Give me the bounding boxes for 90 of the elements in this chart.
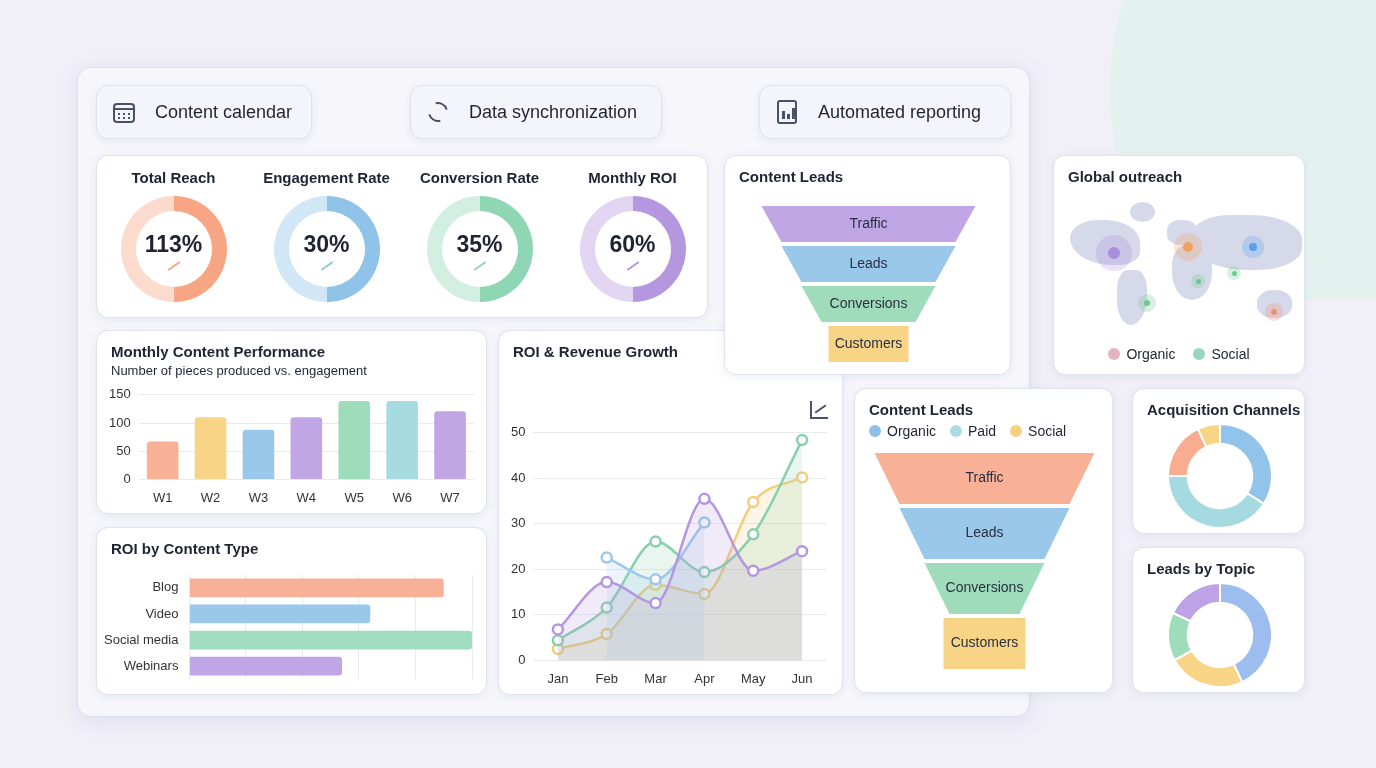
point [600, 575, 613, 589]
point [746, 528, 760, 541]
chart-title: Leads by Topic [1147, 560, 1256, 577]
category-label: Leads [965, 524, 1004, 541]
legend-label: Organic [1126, 346, 1176, 362]
text: 60% [609, 231, 656, 257]
chart-title: Monthly Content Performance [111, 343, 326, 360]
legend-label: Social [1028, 423, 1067, 439]
bar [386, 401, 418, 479]
point [600, 627, 613, 641]
point [795, 471, 809, 484]
chart-title: ROI by Content Type [111, 540, 259, 557]
bar [242, 429, 275, 479]
bar [194, 417, 227, 479]
category-label: Engagement Rate [262, 169, 391, 186]
point [551, 623, 565, 636]
y-tick-label: Blog [152, 579, 179, 595]
y-tick-label: 0 [123, 470, 131, 486]
point [698, 587, 711, 601]
bar [290, 417, 323, 479]
x-tick-label: Jun [791, 670, 813, 686]
bar [434, 411, 466, 479]
y-tick-label: 20 [510, 560, 526, 576]
point [698, 492, 711, 506]
text: Content calendar [155, 101, 293, 123]
y-tick-label: 0 [518, 651, 526, 667]
x-tick-label: W4 [296, 489, 317, 505]
category-label: Monthly ROI [587, 169, 678, 186]
x-tick-label: W2 [200, 489, 221, 505]
x-tick-label: Mar [644, 670, 668, 686]
text: Content Leads [739, 168, 844, 185]
text: Data synchronization [469, 101, 638, 123]
point [698, 516, 711, 529]
category-label: Conversions [945, 579, 1024, 596]
point [746, 564, 760, 577]
y-tick-label: Social media [103, 631, 180, 647]
x-tick-label: Feb [595, 670, 618, 686]
category-label: Customers [834, 334, 903, 351]
text: Content Leads [869, 401, 974, 418]
text: 30% [303, 231, 350, 257]
text: 35% [456, 231, 503, 257]
text: Automated reporting [818, 101, 982, 123]
point [746, 495, 760, 509]
x-tick-label: Jan [547, 670, 569, 686]
category-label: Traffic [849, 214, 888, 231]
y-tick-label: 30 [510, 515, 526, 531]
point [600, 551, 613, 564]
bar [189, 604, 371, 624]
y-tick-label: Webinars [123, 657, 179, 673]
category-label: Total Reach [130, 169, 217, 186]
x-tick-label: W5 [344, 489, 364, 505]
legend-label: Paid [968, 423, 997, 439]
legend-label: Social [1211, 346, 1250, 362]
point [649, 535, 662, 548]
category-label: Traffic [965, 469, 1004, 486]
chart-title: Acquisition Channels [1147, 401, 1301, 418]
point [600, 601, 613, 614]
point [551, 634, 565, 647]
bar [189, 630, 472, 650]
point [649, 596, 662, 610]
point [795, 433, 809, 447]
y-tick-label: 50 [116, 442, 131, 458]
x-tick-label: W7 [440, 489, 460, 505]
category-label: Leads [849, 254, 888, 271]
x-tick-label: Apr [694, 670, 716, 686]
x-tick-label: W1 [152, 489, 173, 505]
category-label: Conversions [829, 294, 908, 311]
x-tick-label: May [740, 670, 767, 686]
y-tick-label: 10 [510, 606, 526, 622]
bar [338, 401, 371, 479]
y-tick-label: 40 [510, 469, 526, 485]
legend-label: Organic [887, 423, 937, 439]
y-tick-label: Video [145, 605, 179, 621]
category-label: Conversion Rate [418, 169, 541, 186]
y-tick-label: 50 [510, 424, 526, 440]
chart-title: ROI & Revenue Growth [513, 343, 679, 360]
x-tick-label: W3 [248, 489, 269, 505]
text: Global outreach [1068, 168, 1183, 185]
bar [189, 578, 444, 598]
point [698, 565, 711, 579]
point [649, 573, 662, 586]
point [795, 544, 809, 558]
y-tick-label: 150 [108, 386, 131, 402]
y-tick-label: 100 [108, 414, 131, 430]
bar [189, 656, 343, 676]
bar [146, 441, 179, 479]
category-label: Customers [950, 634, 1019, 651]
chart-subtitle: Number of pieces produced vs. engagement [111, 363, 367, 378]
x-tick-label: W6 [392, 489, 412, 505]
text: 113% [144, 231, 203, 257]
